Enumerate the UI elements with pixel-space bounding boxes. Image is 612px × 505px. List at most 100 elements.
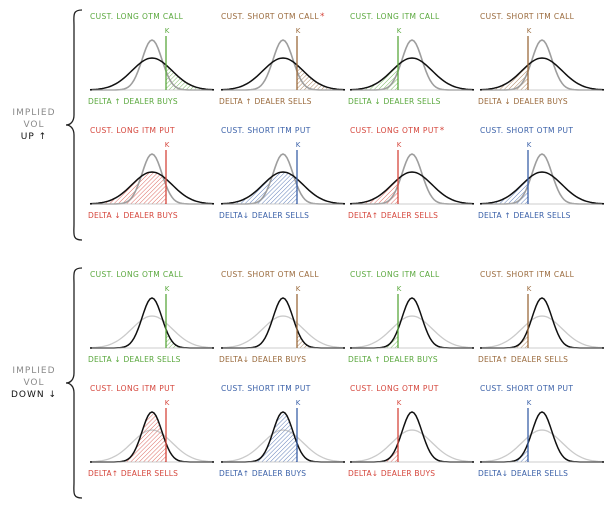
strike-label: K xyxy=(296,27,301,35)
panel-title-text: CUST. LONG OTM PUT xyxy=(350,126,439,135)
panel-title: CUST. LONG ITM PUT xyxy=(90,126,218,135)
implied-vol-label-line1: IMPLIED xyxy=(12,366,56,376)
panel-caption: DELTA↑ DEALER SELLS xyxy=(348,211,439,220)
panel-title: CUST. SHORT ITM CALL xyxy=(480,270,608,279)
panel-title-text: CUST. SHORT ITM CALL xyxy=(480,12,575,21)
panel-title-text: CUST. LONG OTM CALL xyxy=(90,270,184,279)
itm-area-shading xyxy=(352,65,398,90)
implied-vol-label: IMPLIED VOL DOWN ↓ xyxy=(2,365,66,401)
itm-area-shading xyxy=(482,179,528,204)
low-vol-curve xyxy=(480,411,604,463)
option-panel: CUST. LONG OTM PUT* K DELTA↑ DEALER SELLS xyxy=(348,126,478,247)
strike-label: K xyxy=(165,399,170,407)
panel-caption: DELTA↓ DEALER SELLS xyxy=(478,469,569,478)
panel-title-text: CUST. SHORT ITM PUT xyxy=(221,126,311,135)
panel-title: CUST. LONG ITM PUT xyxy=(90,384,218,393)
strike-label: K xyxy=(296,141,301,149)
vol-direction-label: DOWN ↓ xyxy=(10,390,58,400)
distribution-chart: K xyxy=(220,141,346,205)
panel-title-text: CUST. LONG OTM PUT xyxy=(350,384,439,393)
high-vol-curve xyxy=(349,171,475,205)
panel-title-text: CUST. LONG ITM CALL xyxy=(350,270,440,279)
asterisk-mark: * xyxy=(439,126,445,136)
panel-title: CUST. LONG OTM PUT xyxy=(350,384,478,393)
panel-title: CUST. LONG OTM CALL xyxy=(90,12,218,21)
high-vol-curve xyxy=(220,57,346,91)
panel-title-text: CUST. LONG ITM PUT xyxy=(90,126,176,135)
high-vol-curve xyxy=(89,429,215,463)
high-vol-curve xyxy=(349,429,475,463)
option-panel: CUST. SHORT ITM PUT K DELTA↑ DEALER BUYS xyxy=(219,384,349,505)
option-panel: CUST. LONG OTM CALL K DELTA ↑ DEALER BUYS xyxy=(88,12,218,133)
section-bracket xyxy=(65,267,83,499)
low-vol-curve xyxy=(480,297,604,349)
distribution-chart: K xyxy=(479,141,605,205)
itm-area-shading xyxy=(92,412,166,462)
distribution-chart: K xyxy=(89,285,215,349)
high-vol-curve xyxy=(479,315,605,349)
panel-title: CUST. LONG ITM CALL xyxy=(350,270,478,279)
panel-title: CUST. SHORT ITM CALL xyxy=(480,12,608,21)
low-vol-curve xyxy=(350,411,474,463)
strike-label: K xyxy=(165,141,170,149)
itm-area-shading xyxy=(352,443,398,462)
high-vol-curve xyxy=(479,429,605,463)
panel-title-text: CUST. SHORT ITM CALL xyxy=(480,270,575,279)
panel-title-text: CUST. LONG OTM CALL xyxy=(90,12,184,21)
panel-caption: DELTA↑ DEALER SELLS xyxy=(478,355,569,364)
section-bracket xyxy=(65,9,83,241)
panel-caption: DELTA ↓ DEALER BUYS xyxy=(478,97,568,106)
strike-label: K xyxy=(397,27,402,35)
distribution-chart: K xyxy=(349,285,475,349)
option-panel: CUST. SHORT OTM CALL* K DELTA ↑ DEALER SEL… xyxy=(219,12,349,133)
itm-area-shading xyxy=(297,65,343,90)
panel-caption: DELTA↓ DEALER SELLS xyxy=(219,211,310,220)
panel-title: CUST. SHORT OTM PUT xyxy=(480,126,608,135)
low-vol-curve xyxy=(90,297,214,349)
panel-caption: DELTA ↑ DEALER SELLS xyxy=(478,211,571,220)
implied-vol-label: IMPLIED VOL UP ↑ xyxy=(2,107,66,143)
strike-label: K xyxy=(527,285,532,293)
low-vol-curve xyxy=(90,39,214,91)
high-vol-curve xyxy=(89,315,215,349)
panel-title-text: CUST. LONG ITM PUT xyxy=(90,384,176,393)
high-vol-curve xyxy=(89,171,215,205)
option-panel: CUST. LONG OTM PUT K DELTA↓ DEALER BUYS xyxy=(348,384,478,505)
panel-title: CUST. SHORT ITM PUT xyxy=(221,384,349,393)
panel-caption: DELTA ↑ DEALER BUYS xyxy=(88,97,178,106)
option-panel: CUST. LONG ITM CALL K DELTA ↓ DEALER SELLS xyxy=(348,12,478,133)
panel-title-text: CUST. SHORT ITM PUT xyxy=(221,384,311,393)
low-vol-curve xyxy=(221,297,345,349)
itm-area-shading xyxy=(223,412,297,462)
implied-vol-label-line2: VOL xyxy=(23,120,45,130)
panel-title-text: CUST. LONG ITM CALL xyxy=(350,12,440,21)
panel-caption: DELTA ↑ DEALER SELLS xyxy=(219,97,312,106)
option-panel: CUST. LONG ITM PUT K DELTA↑ DEALER SELLS xyxy=(88,384,218,505)
asterisk-mark: * xyxy=(319,12,325,22)
distribution-chart: K xyxy=(349,27,475,91)
distribution-chart: K xyxy=(479,27,605,91)
option-panel: CUST. SHORT ITM CALL K DELTA↑ DEALER SELLS xyxy=(478,270,608,391)
strike-label: K xyxy=(527,141,532,149)
strike-label: K xyxy=(397,141,402,149)
panel-title: CUST. SHORT OTM PUT xyxy=(480,384,608,393)
panel-caption: DELTA ↓ DEALER BUYS xyxy=(88,211,178,220)
itm-area-shading xyxy=(166,329,212,348)
panel-caption: DELTA↑ DEALER SELLS xyxy=(88,469,179,478)
strike-label: K xyxy=(165,27,170,35)
implied-vol-label-line1: IMPLIED xyxy=(12,108,56,118)
low-vol-curve xyxy=(221,39,345,91)
panel-caption: DELTA ↑ DEALER BUYS xyxy=(348,355,438,364)
panel-caption: DELTA↑ DEALER BUYS xyxy=(219,469,307,478)
panel-title-text: CUST. SHORT OTM CALL xyxy=(221,12,319,21)
option-panel: CUST. LONG OTM CALL K DELTA ↓ DEALER SELLS xyxy=(88,270,218,391)
high-vol-curve xyxy=(220,171,346,205)
high-vol-curve xyxy=(479,57,605,91)
low-vol-curve xyxy=(350,153,474,205)
panel-title-text: CUST. SHORT OTM PUT xyxy=(480,384,574,393)
vol-direction-label: UP ↑ xyxy=(20,132,48,142)
strike-label: K xyxy=(165,285,170,293)
panel-title-text: CUST. SHORT OTM CALL xyxy=(221,270,319,279)
strike-label: K xyxy=(527,27,532,35)
